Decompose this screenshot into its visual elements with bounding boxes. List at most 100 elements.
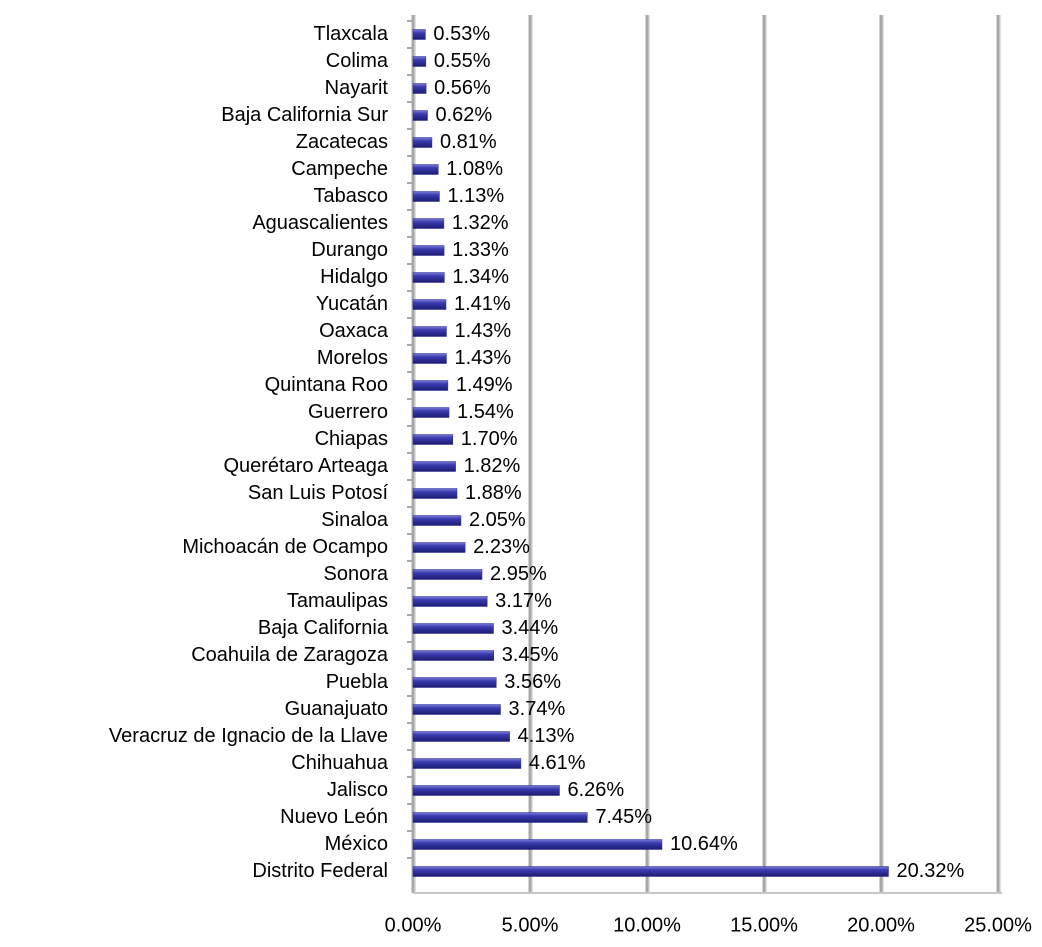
bar xyxy=(412,218,445,229)
bar xyxy=(412,758,522,769)
y-tick-label: Distrito Federal xyxy=(252,860,388,882)
bar xyxy=(412,434,454,445)
value-label: 1.32% xyxy=(452,212,509,234)
y-tick-label: Coahuila de Zaragoza xyxy=(191,644,389,666)
y-tick-label: Hidalgo xyxy=(320,266,388,288)
y-tick-label: Yucatán xyxy=(316,293,388,315)
value-label: 1.41% xyxy=(454,293,511,315)
bar xyxy=(412,596,488,607)
bar xyxy=(412,542,466,553)
bar xyxy=(412,29,426,40)
y-tick-label: Tlaxcala xyxy=(314,23,389,45)
value-label: 3.74% xyxy=(509,698,566,720)
x-tick-label: 5.00% xyxy=(502,914,559,936)
bar xyxy=(412,353,447,364)
y-tick-label: Sinaloa xyxy=(321,509,389,531)
y-tick-label: Colima xyxy=(326,50,389,72)
value-label: 3.44% xyxy=(501,617,558,639)
value-label: 4.13% xyxy=(518,725,575,747)
bar xyxy=(412,191,440,202)
bar xyxy=(412,326,447,337)
bar xyxy=(412,812,588,823)
x-tick-label: 20.00% xyxy=(847,914,915,936)
value-label: 0.62% xyxy=(436,104,493,126)
bar xyxy=(412,245,445,256)
y-tick-label: Michoacán de Ocampo xyxy=(182,536,388,558)
value-label: 1.34% xyxy=(452,266,509,288)
value-label: 0.81% xyxy=(440,131,497,153)
y-tick-label: Sonora xyxy=(324,563,389,585)
bar xyxy=(412,677,497,688)
value-label: 1.33% xyxy=(452,239,509,261)
bar xyxy=(412,299,447,310)
value-label: 1.49% xyxy=(456,374,513,396)
value-label: 20.32% xyxy=(896,860,964,882)
value-label: 2.05% xyxy=(469,509,526,531)
y-tick-label: Chiapas xyxy=(315,428,388,450)
value-label: 1.70% xyxy=(461,428,518,450)
x-tick-label: 15.00% xyxy=(730,914,798,936)
bar xyxy=(412,164,439,175)
bar xyxy=(412,839,663,850)
bar xyxy=(412,623,494,634)
y-tick-label: Chihuahua xyxy=(291,752,389,774)
y-tick-label: Puebla xyxy=(326,671,389,693)
bar xyxy=(412,380,449,391)
value-label: 1.54% xyxy=(457,401,514,423)
value-label: 2.95% xyxy=(490,563,547,585)
bar xyxy=(412,110,428,121)
y-tick-label: Tamaulipas xyxy=(287,590,388,612)
y-tick-label: Guanajuato xyxy=(285,698,388,720)
value-label: 3.56% xyxy=(504,671,561,693)
y-tick-label: Tabasco xyxy=(314,185,389,207)
y-tick-label: Aguascalientes xyxy=(252,212,388,234)
y-tick-label: Guerrero xyxy=(308,401,388,423)
y-tick-label: Veracruz de Ignacio de la Llave xyxy=(109,725,388,747)
x-tick-label: 10.00% xyxy=(613,914,681,936)
value-label: 4.61% xyxy=(529,752,586,774)
value-label: 1.43% xyxy=(454,347,511,369)
y-tick-label: Jalisco xyxy=(327,779,388,801)
value-label: 1.13% xyxy=(447,185,504,207)
bar xyxy=(412,407,450,418)
bar xyxy=(412,515,462,526)
value-label: 1.08% xyxy=(446,158,503,180)
value-label: 3.17% xyxy=(495,590,552,612)
bar xyxy=(412,569,483,580)
y-tick-label: San Luis Potosí xyxy=(248,482,389,504)
bar xyxy=(412,83,427,94)
value-label: 3.45% xyxy=(502,644,559,666)
value-label: 2.23% xyxy=(473,536,530,558)
bar xyxy=(412,704,501,715)
bar xyxy=(412,272,445,283)
y-tick-label: Querétaro Arteaga xyxy=(223,455,388,477)
x-tick-label: 25.00% xyxy=(964,914,1032,936)
value-label: 6.26% xyxy=(567,779,624,801)
bar xyxy=(412,731,510,742)
bar xyxy=(412,56,427,67)
y-tick-label: Zacatecas xyxy=(296,131,388,153)
bar xyxy=(412,488,458,499)
bar xyxy=(412,137,433,148)
y-tick-label: Durango xyxy=(311,239,388,261)
value-label: 0.56% xyxy=(434,77,491,99)
bar xyxy=(412,461,456,472)
y-tick-label: Baja California xyxy=(258,617,389,639)
y-tick-label: México xyxy=(325,833,388,855)
value-label: 7.45% xyxy=(595,806,652,828)
value-label: 0.53% xyxy=(433,23,490,45)
y-tick-label: Quintana Roo xyxy=(265,374,388,396)
y-tick-label: Oaxaca xyxy=(319,320,389,342)
bar xyxy=(412,866,889,877)
y-tick-label: Campeche xyxy=(291,158,388,180)
value-label: 1.82% xyxy=(464,455,521,477)
value-label: 0.55% xyxy=(434,50,491,72)
y-tick-label: Morelos xyxy=(317,347,388,369)
y-tick-label: Baja California Sur xyxy=(221,104,388,126)
value-label: 1.43% xyxy=(454,320,511,342)
x-tick-label: 0.00% xyxy=(385,914,442,936)
y-tick-label: Nayarit xyxy=(325,77,389,99)
value-label: 10.64% xyxy=(670,833,738,855)
y-tick-label: Nuevo León xyxy=(280,806,388,828)
